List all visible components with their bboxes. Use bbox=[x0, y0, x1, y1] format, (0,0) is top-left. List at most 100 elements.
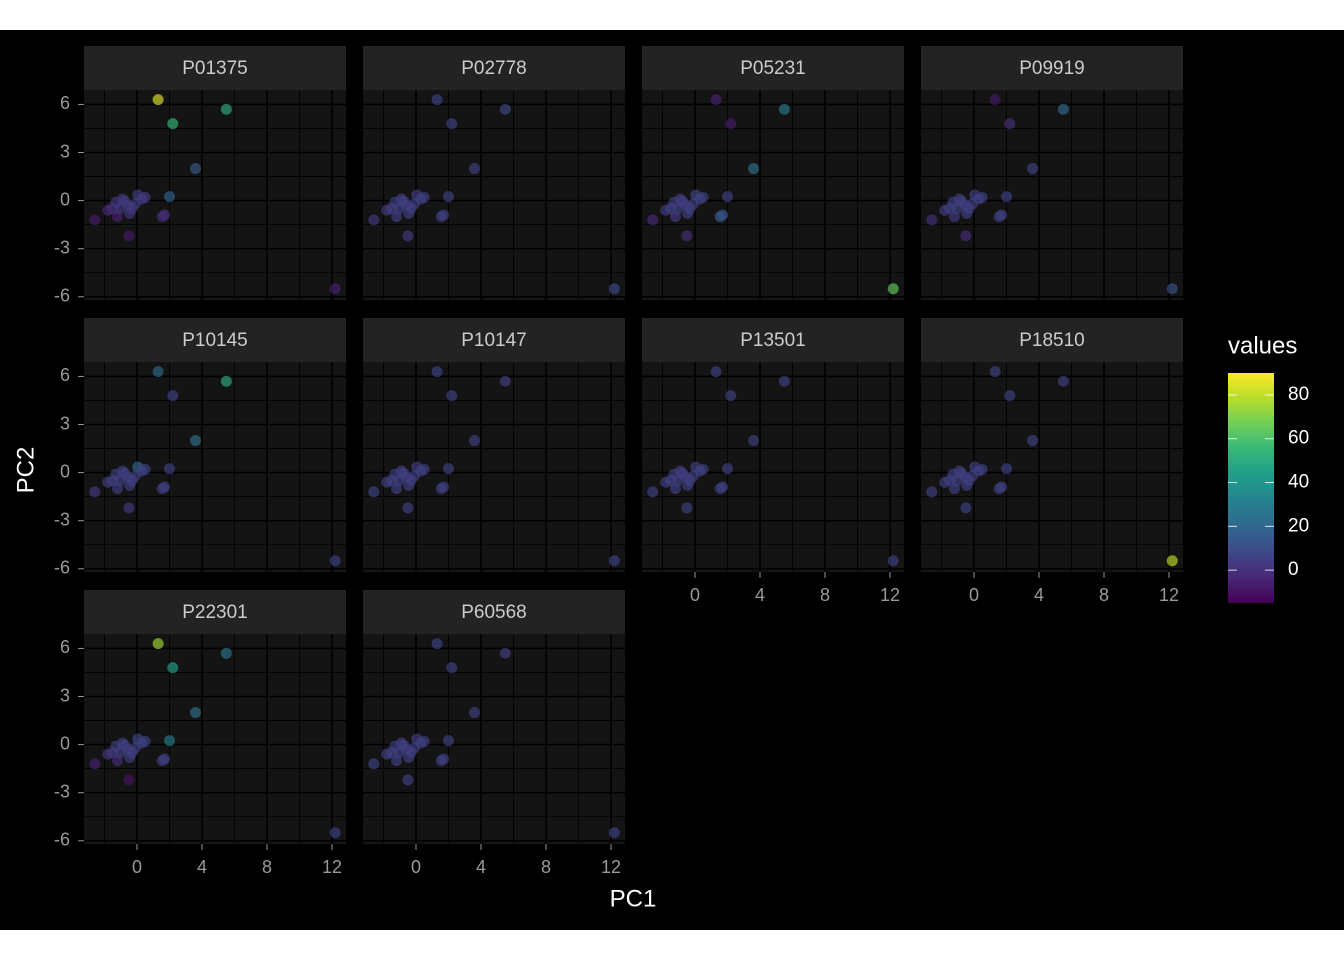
point bbox=[887, 555, 899, 567]
point bbox=[976, 191, 988, 203]
point bbox=[778, 103, 790, 115]
point bbox=[408, 742, 420, 754]
y-tick-label: -6 bbox=[54, 830, 70, 850]
y-tick-label: -3 bbox=[54, 237, 70, 257]
point bbox=[189, 435, 201, 447]
point bbox=[989, 94, 1001, 106]
point bbox=[1057, 103, 1069, 115]
point bbox=[89, 214, 101, 226]
point bbox=[386, 203, 398, 215]
strip-label: P60568 bbox=[461, 602, 527, 623]
strip bbox=[921, 318, 1183, 362]
strip bbox=[363, 318, 625, 362]
x-tick-label: 0 bbox=[411, 857, 421, 877]
point bbox=[442, 191, 454, 203]
y-tick-label: 6 bbox=[60, 637, 70, 657]
colorbar-label: 40 bbox=[1288, 472, 1309, 493]
point bbox=[681, 502, 693, 514]
x-tick-label: 4 bbox=[476, 857, 486, 877]
point bbox=[961, 207, 973, 219]
x-tick-label: 0 bbox=[132, 857, 142, 877]
point bbox=[163, 463, 175, 475]
point bbox=[966, 470, 978, 482]
point bbox=[220, 375, 232, 387]
point bbox=[647, 486, 659, 498]
x-tick-label: 8 bbox=[1099, 585, 1109, 605]
point bbox=[403, 479, 415, 491]
point bbox=[926, 486, 938, 498]
point bbox=[431, 94, 443, 106]
panel-background bbox=[642, 362, 904, 572]
point bbox=[368, 214, 380, 226]
x-tick-label: 12 bbox=[601, 857, 621, 877]
point bbox=[647, 214, 659, 226]
x-tick-label: 12 bbox=[880, 585, 900, 605]
point bbox=[431, 638, 443, 650]
point bbox=[438, 481, 450, 493]
point bbox=[159, 753, 171, 765]
point bbox=[1004, 390, 1016, 402]
point bbox=[402, 502, 414, 514]
x-tick-label: 0 bbox=[690, 585, 700, 605]
y-tick-label: -6 bbox=[54, 286, 70, 306]
point bbox=[167, 390, 179, 402]
y-tick-label: -3 bbox=[54, 509, 70, 529]
x-tick-label: 0 bbox=[969, 585, 979, 605]
colorbar-label: 20 bbox=[1288, 515, 1309, 536]
point bbox=[446, 118, 458, 130]
point bbox=[1166, 283, 1178, 295]
y-tick-label: 3 bbox=[60, 685, 70, 705]
point bbox=[665, 203, 677, 215]
point bbox=[89, 758, 101, 770]
point bbox=[446, 390, 458, 402]
point bbox=[107, 203, 119, 215]
point bbox=[697, 191, 709, 203]
point bbox=[386, 747, 398, 759]
point bbox=[129, 198, 141, 210]
point bbox=[159, 481, 171, 493]
panel-background bbox=[921, 90, 1183, 300]
x-tick-label: 8 bbox=[541, 857, 551, 877]
point bbox=[710, 94, 722, 106]
point bbox=[608, 827, 620, 839]
point bbox=[717, 209, 729, 221]
strip bbox=[363, 46, 625, 90]
point bbox=[329, 555, 341, 567]
point bbox=[163, 735, 175, 747]
y-tick-label: 6 bbox=[60, 365, 70, 385]
point bbox=[189, 163, 201, 175]
y-tick-label: 3 bbox=[60, 141, 70, 161]
point bbox=[329, 827, 341, 839]
strip-label: P22301 bbox=[182, 602, 248, 623]
point bbox=[1026, 435, 1038, 447]
point bbox=[408, 470, 420, 482]
point bbox=[926, 214, 938, 226]
point bbox=[1000, 463, 1012, 475]
point bbox=[152, 638, 164, 650]
point bbox=[431, 366, 443, 378]
panel-background bbox=[363, 634, 625, 844]
point bbox=[996, 209, 1008, 221]
point bbox=[442, 735, 454, 747]
point bbox=[438, 753, 450, 765]
x-tick-label: 4 bbox=[197, 857, 207, 877]
point bbox=[710, 366, 722, 378]
strip bbox=[921, 46, 1183, 90]
point bbox=[687, 470, 699, 482]
point bbox=[996, 481, 1008, 493]
point bbox=[608, 283, 620, 295]
point bbox=[124, 207, 136, 219]
point bbox=[499, 647, 511, 659]
strip bbox=[84, 590, 346, 634]
point bbox=[499, 375, 511, 387]
point bbox=[368, 486, 380, 498]
point bbox=[665, 475, 677, 487]
point bbox=[402, 774, 414, 786]
point bbox=[189, 707, 201, 719]
point bbox=[89, 486, 101, 498]
point bbox=[608, 555, 620, 567]
point bbox=[446, 662, 458, 674]
point bbox=[442, 463, 454, 475]
point bbox=[721, 191, 733, 203]
